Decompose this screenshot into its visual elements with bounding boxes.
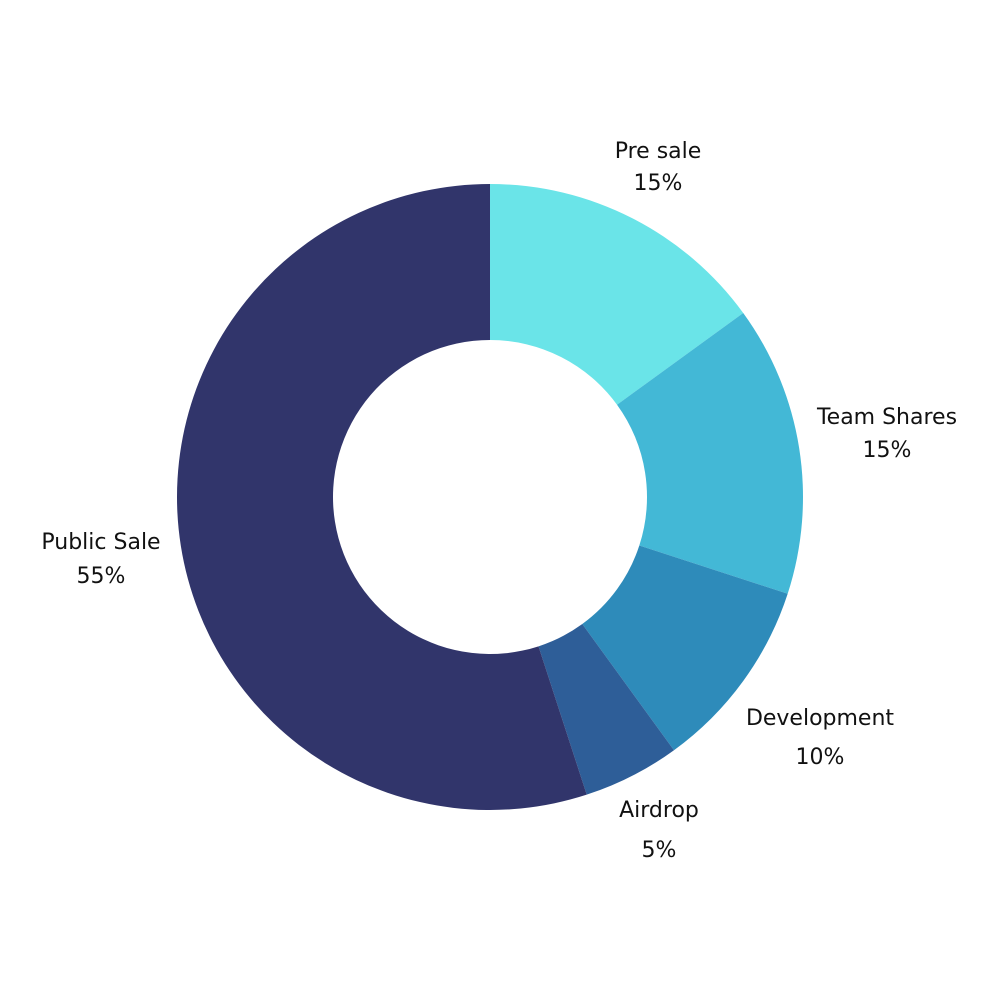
slice-label: Team Shares: [816, 405, 957, 430]
donut-segment: [176, 184, 587, 810]
donut-segment: [617, 313, 803, 594]
slice-value-label: 55%: [77, 564, 126, 589]
donut-segment: [538, 624, 674, 795]
slice-label: Development: [746, 706, 894, 731]
slice-label: Airdrop: [619, 798, 699, 823]
slice-value-label: 5%: [642, 838, 677, 863]
donut-segment: [582, 545, 788, 751]
slice-value-label: 15%: [634, 171, 683, 196]
donut-segment: [490, 184, 744, 405]
slice-label: Public Sale: [41, 530, 160, 555]
slice-value-label: 10%: [796, 745, 845, 770]
slice-label: Pre sale: [615, 139, 702, 164]
slice-value-label: 15%: [863, 438, 912, 463]
